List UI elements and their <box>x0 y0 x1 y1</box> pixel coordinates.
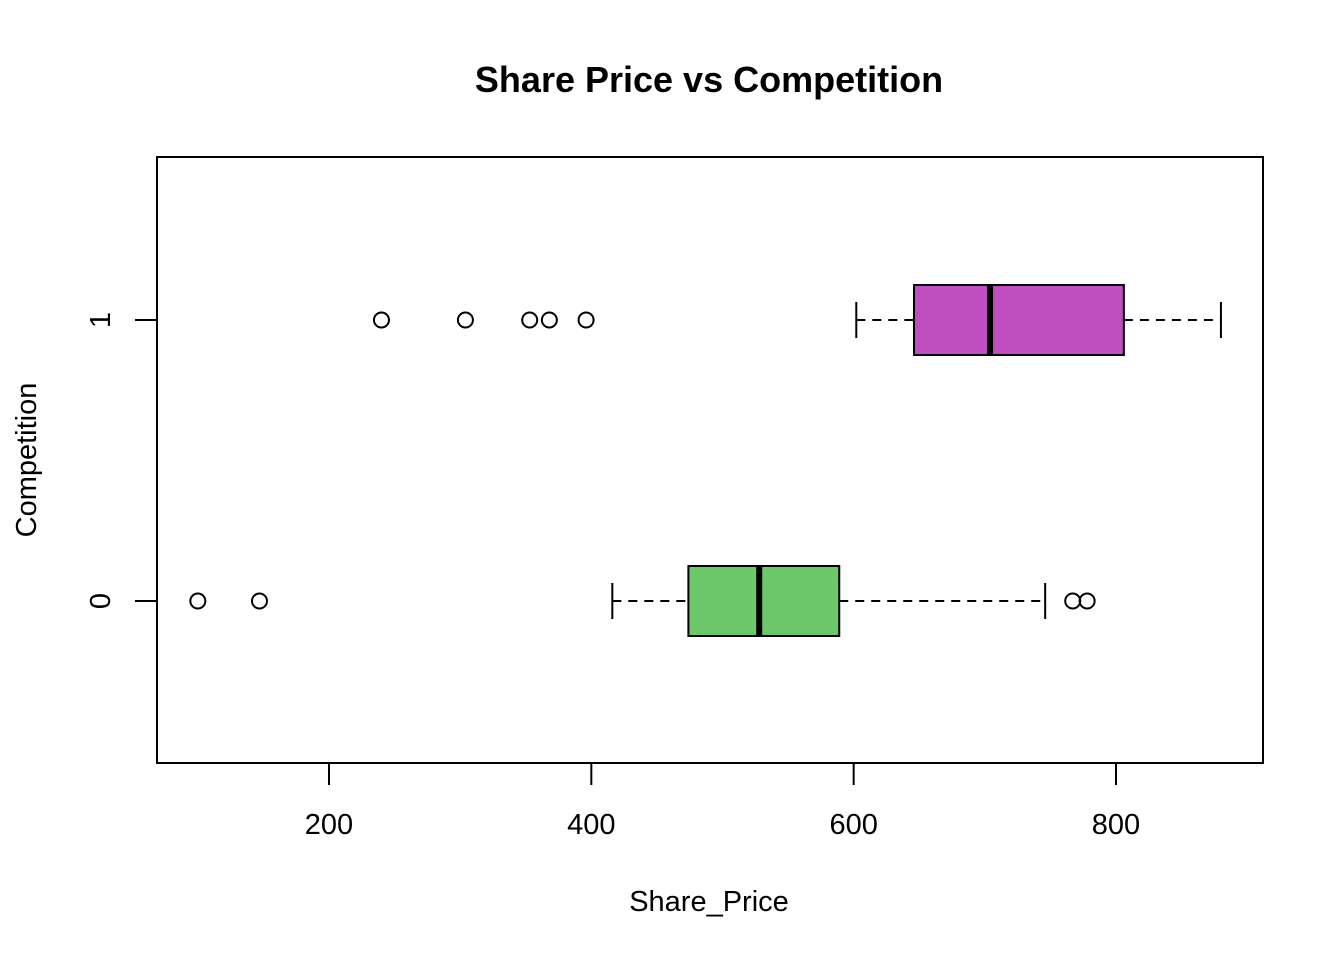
x-axis: 200 400 600 800 <box>305 762 1140 841</box>
outlier-point <box>577 311 595 329</box>
outlier-point <box>456 311 474 329</box>
plot-area-frame <box>156 156 1264 764</box>
y-axis: 01 <box>85 312 157 609</box>
x-tick-label: 600 <box>829 809 877 841</box>
iqr-box <box>687 565 841 637</box>
x-axis-label: Share_Price <box>629 886 789 918</box>
outlier-point <box>189 592 207 610</box>
chart-title: Share Price vs Competition <box>475 59 943 100</box>
box-group-1 <box>372 284 1222 356</box>
outlier-point <box>250 592 268 610</box>
y-tick-label: 0 <box>85 593 117 609</box>
outlier-point <box>521 311 539 329</box>
x-tick-label: 400 <box>567 809 615 841</box>
iqr-box <box>913 284 1125 356</box>
outlier-point <box>1078 592 1096 610</box>
outlier-point <box>540 311 558 329</box>
box-group-0 <box>189 565 1096 637</box>
outlier-point <box>1064 592 1082 610</box>
boxes-layer <box>189 284 1222 637</box>
y-axis-label: Competition <box>11 383 43 538</box>
x-tick-label: 200 <box>305 809 353 841</box>
y-tick-label: 1 <box>85 312 117 328</box>
x-tick-label: 800 <box>1092 809 1140 841</box>
outlier-point <box>372 311 390 329</box>
